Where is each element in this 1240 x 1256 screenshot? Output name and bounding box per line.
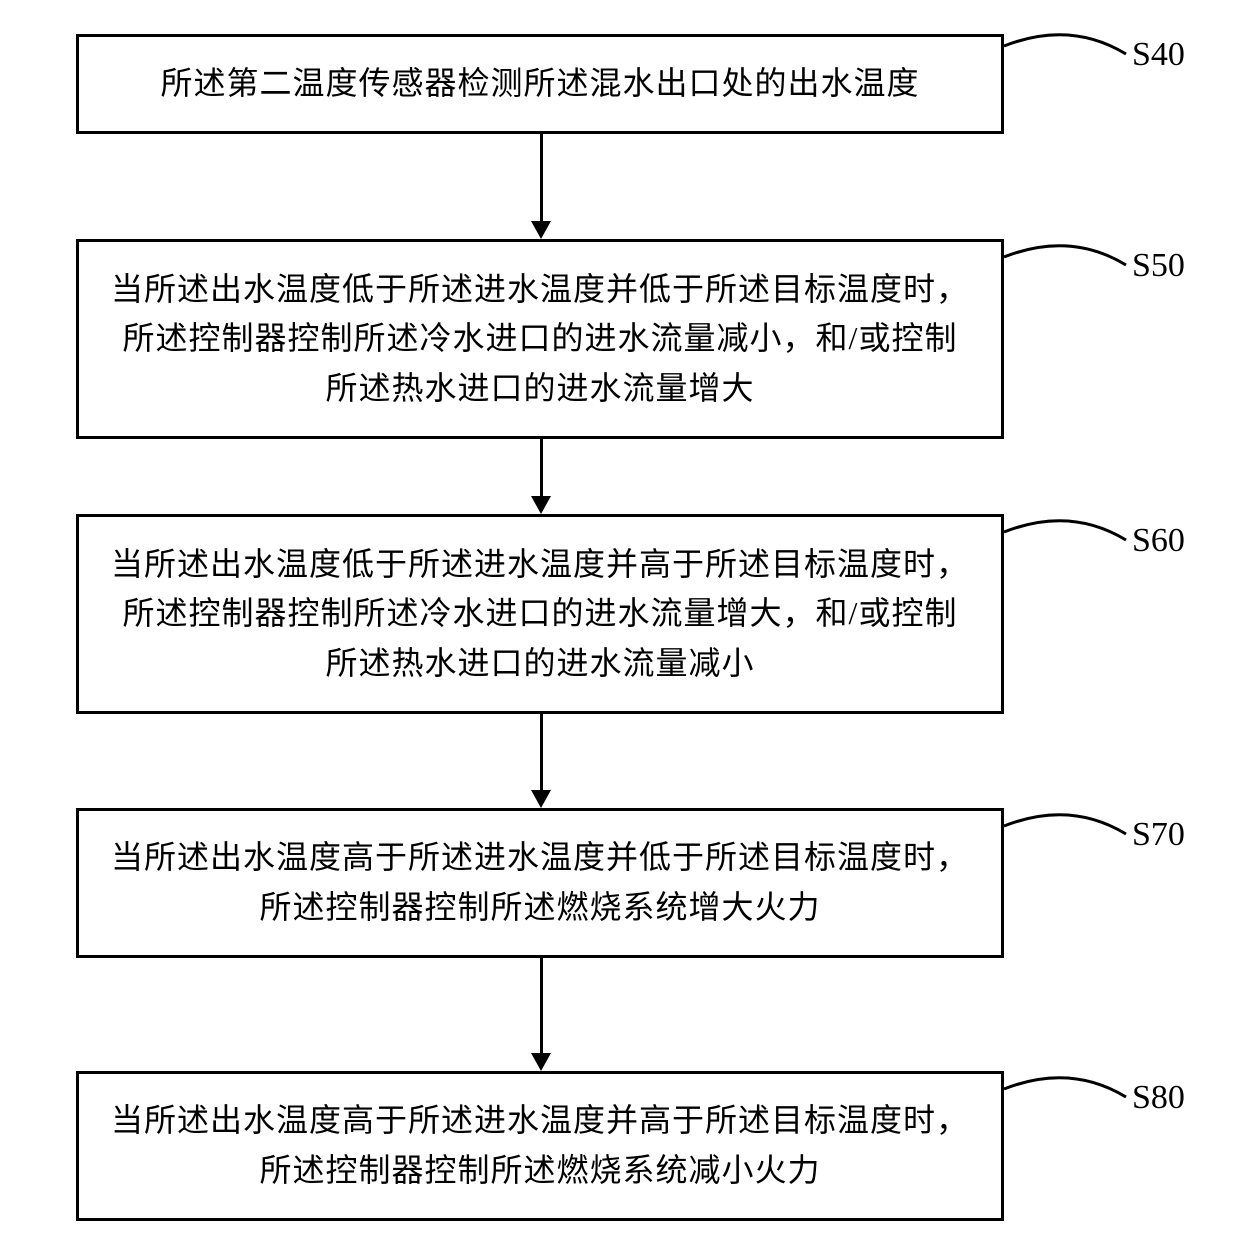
- flowchart-canvas: 所述第二温度传感器检测所述混水出口处的出水温度 S40 当所述出水温度低于所述进…: [0, 0, 1240, 1256]
- leader-s80: [0, 0, 1240, 1200]
- step-label-s80: S80: [1132, 1079, 1185, 1117]
